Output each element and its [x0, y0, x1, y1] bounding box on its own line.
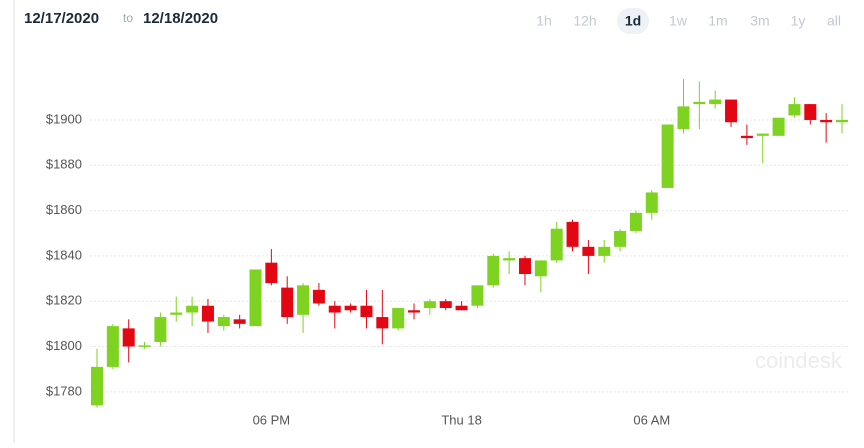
- candle-body: [455, 305, 468, 311]
- candle-body: [122, 328, 135, 347]
- candle-body: [170, 312, 183, 315]
- y-tick-label: $1800: [46, 338, 82, 353]
- x-tick-label: 06 PM: [253, 412, 291, 427]
- x-tick-label: 06 AM: [633, 412, 670, 427]
- candle-body: [312, 289, 325, 304]
- candle-body: [217, 317, 230, 327]
- candle-body: [423, 301, 436, 308]
- candle-body: [772, 117, 785, 136]
- y-tick-label: $1900: [46, 111, 82, 126]
- candle-body: [614, 230, 627, 247]
- candle-body: [297, 285, 310, 315]
- range-button[interactable]: all: [827, 13, 841, 29]
- candle-body: [503, 258, 516, 261]
- candle-body: [582, 246, 595, 256]
- candle-body: [186, 305, 199, 313]
- date-from: 12/17/2020: [24, 10, 99, 27]
- y-tick-label: $1820: [46, 293, 82, 308]
- candle-body: [154, 317, 167, 342]
- candle-body: [677, 106, 690, 130]
- candle-body: [138, 345, 151, 347]
- range-button[interactable]: 1h: [536, 13, 552, 29]
- candle-body: [756, 133, 769, 136]
- range-selected-bg: [617, 8, 649, 34]
- y-tick-label: $1840: [46, 247, 82, 262]
- candle-body: [328, 305, 341, 313]
- candle-body: [376, 317, 389, 329]
- watermark: coindesk: [755, 348, 843, 373]
- candle-body: [106, 326, 119, 367]
- candle-body: [408, 310, 421, 313]
- candle-body: [788, 104, 801, 116]
- candle-body: [740, 135, 753, 139]
- range-button[interactable]: 1m: [708, 13, 727, 29]
- range-button[interactable]: 1y: [791, 13, 806, 29]
- candle-body: [201, 305, 214, 322]
- candle-body: [344, 305, 357, 311]
- candle-body: [360, 305, 373, 318]
- candle-body: [598, 246, 611, 256]
- range-button[interactable]: 3m: [750, 13, 769, 29]
- range-button[interactable]: 1d: [625, 13, 641, 29]
- date-to: 12/18/2020: [143, 10, 218, 27]
- candle-body: [661, 124, 674, 188]
- candle-body: [518, 258, 531, 275]
- candle-body: [91, 366, 103, 406]
- candle-body: [487, 255, 500, 286]
- candle-body: [534, 260, 547, 277]
- candle-body: [566, 221, 579, 247]
- candle-body: [392, 307, 405, 329]
- candle-body: [281, 287, 294, 318]
- candle-body: [629, 212, 642, 231]
- candle-body: [693, 101, 706, 105]
- candle-body: [249, 269, 262, 327]
- candle-body: [725, 99, 738, 123]
- candle-body: [233, 319, 246, 324]
- candle-body: [471, 285, 484, 306]
- candle-body: [836, 119, 848, 123]
- candle-body: [439, 301, 452, 308]
- candle-body: [550, 228, 563, 261]
- y-tick-label: $1780: [46, 383, 82, 398]
- y-tick-label: $1880: [46, 157, 82, 172]
- candle-body: [645, 192, 658, 213]
- candle-body: [709, 99, 722, 105]
- candle-body: [820, 119, 833, 123]
- y-tick-label: $1860: [46, 202, 82, 217]
- x-tick-label: Thu 18: [441, 412, 481, 427]
- range-button[interactable]: 1w: [669, 13, 688, 29]
- candle-body: [265, 262, 278, 284]
- date-to-word: to: [123, 11, 133, 25]
- range-button[interactable]: 12h: [573, 13, 596, 29]
- candle-body: [804, 104, 817, 120]
